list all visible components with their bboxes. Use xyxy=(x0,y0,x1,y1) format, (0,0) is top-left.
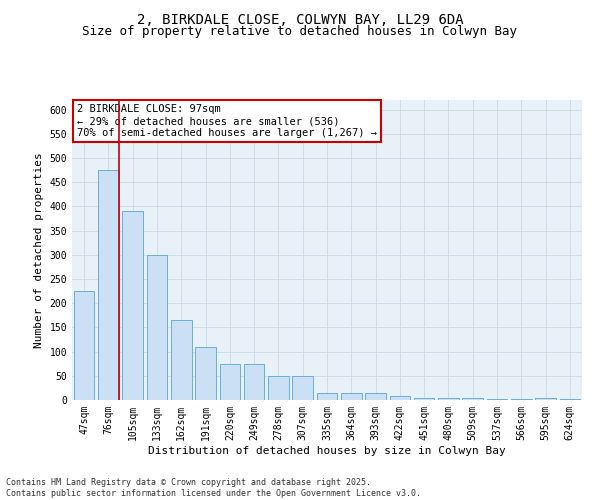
Bar xyxy=(438,398,459,400)
Bar xyxy=(463,398,483,400)
X-axis label: Distribution of detached houses by size in Colwyn Bay: Distribution of detached houses by size … xyxy=(148,446,506,456)
Bar xyxy=(98,170,119,400)
Y-axis label: Number of detached properties: Number of detached properties xyxy=(34,152,44,348)
Bar xyxy=(535,398,556,400)
Bar xyxy=(195,347,216,400)
Bar xyxy=(220,364,240,400)
Bar xyxy=(146,255,167,400)
Bar xyxy=(365,392,386,400)
Bar xyxy=(292,376,313,400)
Bar xyxy=(511,399,532,400)
Bar xyxy=(74,291,94,400)
Bar xyxy=(244,364,265,400)
Bar xyxy=(171,320,191,400)
Text: 2 BIRKDALE CLOSE: 97sqm
← 29% of detached houses are smaller (536)
70% of semi-d: 2 BIRKDALE CLOSE: 97sqm ← 29% of detache… xyxy=(77,104,377,138)
Bar xyxy=(122,212,143,400)
Text: Size of property relative to detached houses in Colwyn Bay: Size of property relative to detached ho… xyxy=(83,25,517,38)
Text: 2, BIRKDALE CLOSE, COLWYN BAY, LL29 6DA: 2, BIRKDALE CLOSE, COLWYN BAY, LL29 6DA xyxy=(137,12,463,26)
Bar xyxy=(389,396,410,400)
Bar xyxy=(317,392,337,400)
Bar xyxy=(414,398,434,400)
Bar xyxy=(268,376,289,400)
Bar xyxy=(560,399,580,400)
Bar xyxy=(487,399,508,400)
Bar xyxy=(341,392,362,400)
Text: Contains HM Land Registry data © Crown copyright and database right 2025.
Contai: Contains HM Land Registry data © Crown c… xyxy=(6,478,421,498)
